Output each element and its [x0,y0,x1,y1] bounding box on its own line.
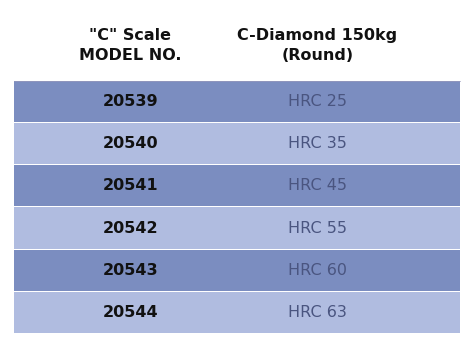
Bar [14,123,460,164]
Bar [14,165,460,206]
Bar [14,250,460,291]
Text: HRC 45: HRC 45 [288,178,346,193]
Text: "C" Scale
MODEL NO.: "C" Scale MODEL NO. [79,28,182,63]
Text: 20544: 20544 [102,305,158,320]
Text: 20539: 20539 [102,94,158,109]
Text: 20540: 20540 [102,136,158,151]
Text: C-Diamond 150kg
(Round): C-Diamond 150kg (Round) [237,28,397,63]
Bar [14,81,460,122]
Text: HRC 63: HRC 63 [288,305,346,320]
Text: HRC 55: HRC 55 [288,221,346,236]
Text: HRC 60: HRC 60 [288,263,346,277]
Text: 20543: 20543 [102,263,158,277]
Text: HRC 35: HRC 35 [288,136,346,151]
Text: HRC 25: HRC 25 [288,94,346,109]
Bar [14,292,460,333]
Text: 20541: 20541 [102,178,158,193]
Bar [14,208,460,249]
Text: 20542: 20542 [102,221,158,236]
